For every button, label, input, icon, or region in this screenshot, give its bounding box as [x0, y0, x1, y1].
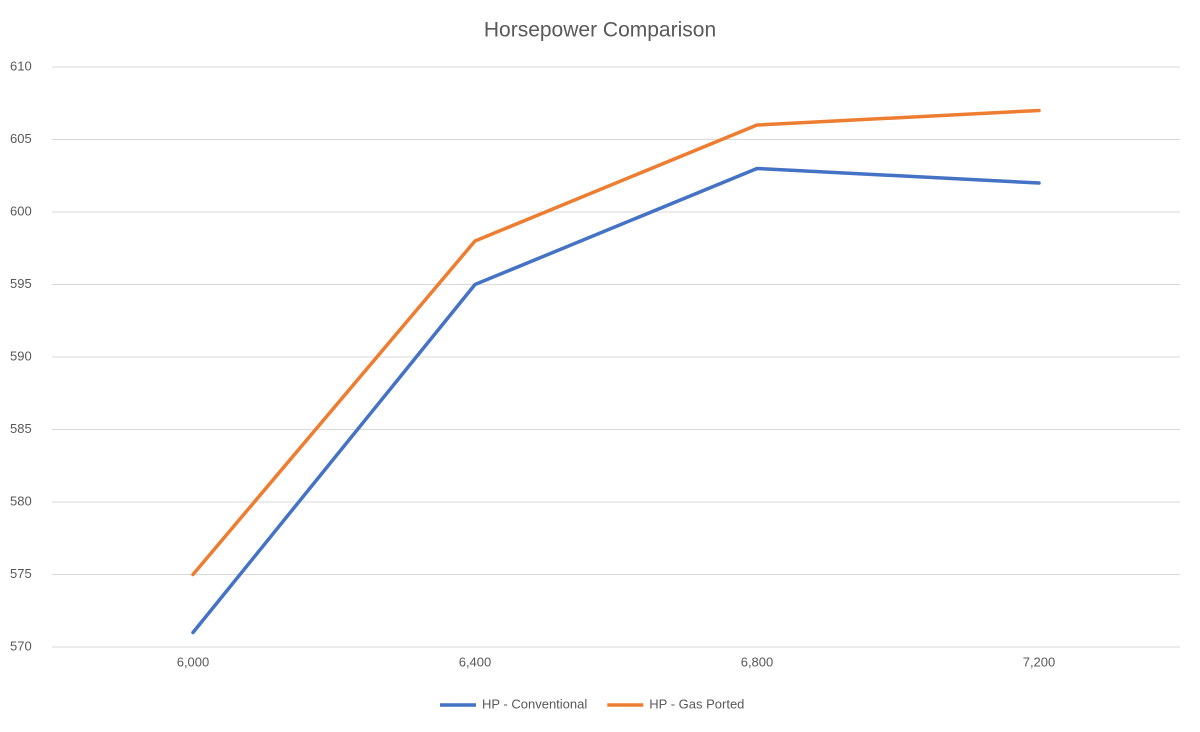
x-tick-label: 6,800: [741, 654, 774, 669]
y-tick-label: 610: [10, 58, 32, 73]
x-tick-label: 6,400: [459, 654, 492, 669]
y-tick-label: 600: [10, 203, 32, 218]
series-line: [191, 108, 1041, 577]
chart-title: Horsepower Comparison: [484, 19, 716, 42]
legend-label: HP - Gas Ported: [649, 696, 744, 711]
legend-label: HP - Conventional: [482, 696, 587, 711]
y-tick-label: 570: [10, 638, 32, 653]
y-tick-label: 595: [10, 276, 32, 291]
y-tick-label: 605: [10, 131, 32, 146]
series-line: [191, 166, 1041, 635]
x-tick-label: 6,000: [177, 654, 210, 669]
y-tick-label: 580: [10, 493, 32, 508]
y-tick-label: 590: [10, 348, 32, 363]
x-tick-label: 7,200: [1023, 654, 1056, 669]
y-tick-label: 585: [10, 421, 32, 436]
y-tick-label: 575: [10, 566, 32, 581]
